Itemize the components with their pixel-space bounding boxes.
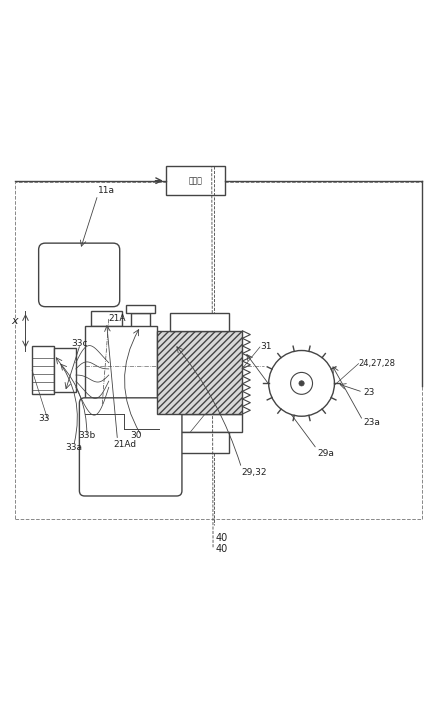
Bar [157,331,243,414]
Circle shape [291,372,313,395]
Bar [54,348,76,392]
Text: 制御器: 制御器 [188,176,202,185]
Text: 33c: 33c [71,339,88,348]
Bar [85,327,157,403]
Text: 33: 33 [39,414,50,423]
Text: 11a: 11a [98,186,115,195]
Bar [91,311,122,327]
Text: 40: 40 [215,545,228,554]
Bar [32,346,54,395]
Bar [131,313,150,423]
Text: 29,32: 29,32 [242,468,267,477]
FancyBboxPatch shape [39,243,120,306]
Text: 21Ad: 21Ad [113,440,136,449]
Text: x: x [11,315,18,326]
Bar [133,432,229,454]
Text: 40: 40 [215,533,228,543]
Bar [170,313,229,331]
Text: 23a: 23a [363,418,380,428]
Bar [126,306,155,313]
Bar [166,166,225,195]
Text: 24,27,28: 24,27,28 [359,359,396,368]
Text: 30: 30 [131,431,142,440]
Text: 21A: 21A [109,315,126,323]
Circle shape [299,381,304,386]
Bar [15,182,422,519]
Text: 33b: 33b [78,431,95,440]
Circle shape [269,350,334,416]
Bar [146,414,243,432]
FancyBboxPatch shape [79,398,182,496]
Text: 29a: 29a [317,449,334,458]
Text: 33a: 33a [65,443,82,452]
Text: 23: 23 [363,388,374,397]
Text: 31: 31 [260,343,272,351]
